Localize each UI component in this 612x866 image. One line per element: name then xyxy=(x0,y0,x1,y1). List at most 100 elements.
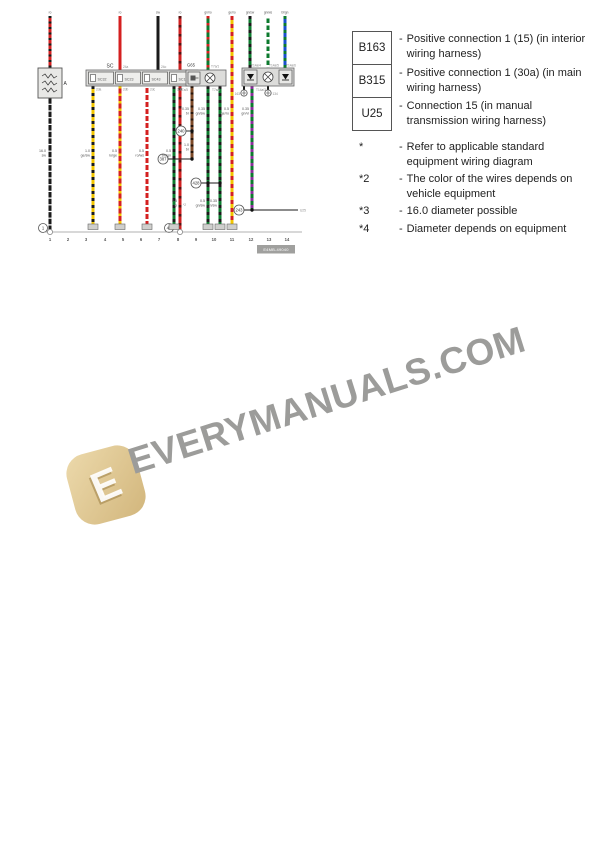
svg-text:br: br xyxy=(186,148,190,152)
note-row: *4 - Diameter depends on equipment xyxy=(352,222,590,237)
note-row: *2 - The color of the wires depends on v… xyxy=(352,172,590,201)
svg-text:10: 10 xyxy=(212,237,217,242)
g-block-label: G65 xyxy=(187,63,196,68)
node-240: 240 xyxy=(178,129,186,134)
svg-text:bl/gn: bl/gn xyxy=(282,11,289,15)
legend-dash: - xyxy=(399,100,403,112)
battery-component: A xyxy=(37,67,68,99)
connection-nodes: 240 387 428 243 1 44 xyxy=(38,125,245,233)
svg-text:0.35: 0.35 xyxy=(210,199,217,203)
legend-row-u25: U25 - Connection 15 (in manual transmiss… xyxy=(352,97,590,131)
note-row: *3 - 16.0 diameter possible xyxy=(352,204,590,219)
legend-dash: - xyxy=(399,33,403,45)
track-bar: 1 2 3 4 5 6 7 8 9 10 11 12 13 14 E4MB-49… xyxy=(44,228,302,254)
diagram-id: E4MB-49040 xyxy=(263,247,289,252)
node-243: 243 xyxy=(236,208,244,213)
note-desc: Refer to applicable standard equipment w… xyxy=(406,141,545,168)
svg-text:gn/sw: gn/sw xyxy=(246,11,255,15)
legend-dash: - xyxy=(399,67,403,79)
svg-text:2.5: 2.5 xyxy=(172,199,177,203)
note-dash: - xyxy=(399,222,403,235)
ground-label: 134 xyxy=(273,92,279,96)
track-numbers: 1 2 3 4 5 6 7 8 9 10 11 12 13 14 xyxy=(49,237,290,242)
r-pin-t3: T14a/6 xyxy=(286,64,296,68)
wire-gauge-labels: 16.0 sw 1.0 ge/sw 0.5 ro/ge 0.5 ro/ws 0.… xyxy=(39,107,249,208)
svg-text:sw/gn: sw/gn xyxy=(162,154,171,158)
g-pin-top: T7a/1 xyxy=(211,65,219,69)
legend-row-b163: B163 - Positive connection 1 (15) (in in… xyxy=(352,31,590,65)
plug-icon xyxy=(190,75,196,81)
svg-text:0.35: 0.35 xyxy=(198,107,205,111)
fuse-cells: SC32 SC23 SC43 SC13 xyxy=(88,71,195,85)
fuse-label: SC32 xyxy=(98,78,107,82)
fuse-label: SC13 xyxy=(179,78,188,82)
svg-text:ro: ro xyxy=(174,204,177,208)
svg-text:9: 9 xyxy=(195,237,198,242)
note-code: *3 xyxy=(359,205,370,218)
svg-text:13: 13 xyxy=(267,237,272,242)
fuse-pin: 2dc xyxy=(150,88,156,92)
lamp-block: T14a/4 T14a/5 T14a/6 163 T14a/3 134 xyxy=(235,64,296,97)
ground-point-1: 163 xyxy=(235,89,248,97)
ground-point-2: 134 xyxy=(264,89,279,97)
note-code: * xyxy=(359,141,364,153)
bulb-icon xyxy=(262,71,274,83)
junction-dots xyxy=(190,129,254,212)
svg-text:11: 11 xyxy=(230,237,235,242)
legend-row-b315: B315 - Positive connection 1 (30a) (in m… xyxy=(352,64,590,98)
svg-text:0.5: 0.5 xyxy=(112,149,117,153)
note-dash: - xyxy=(399,173,403,186)
pin-24o: 24o xyxy=(161,65,167,69)
svg-text:gn/ws: gn/ws xyxy=(264,11,273,15)
legend-desc: Connection 15 (in manual transmission wi… xyxy=(406,100,547,127)
fuse-label: SC23 xyxy=(125,78,134,82)
note-desc: Diameter depends on equipment xyxy=(406,222,567,235)
battery-label: A xyxy=(64,81,68,87)
terminals xyxy=(87,223,238,230)
note-dash: - xyxy=(399,205,403,218)
legend-code-box: B163 xyxy=(352,31,392,65)
svg-text:0.5: 0.5 xyxy=(139,149,144,153)
diode-icon xyxy=(282,74,289,81)
node-428: 428 xyxy=(193,181,201,186)
note-code: *2 xyxy=(359,173,370,186)
svg-text:2: 2 xyxy=(67,237,70,242)
svg-text:gn/sw: gn/sw xyxy=(208,204,218,208)
ground-label: 163 xyxy=(235,92,241,96)
bulb-icon xyxy=(204,72,216,84)
legend-panel: B163 - Positive connection 1 (15) (in in… xyxy=(352,31,590,239)
svg-text:6: 6 xyxy=(140,237,143,242)
node-1: 1 xyxy=(42,226,45,231)
g-pin-b2: T7a/3 xyxy=(212,88,220,92)
wiring-diagram: A SC 24a 24o SC32 SC23 SC43 SC13 2da 2db… xyxy=(37,11,306,254)
svg-text:8: 8 xyxy=(177,237,180,242)
svg-text:ge/sw: ge/sw xyxy=(81,154,91,158)
r-pin-t1: T14a/4 xyxy=(251,64,261,68)
svg-text:4: 4 xyxy=(104,237,107,242)
svg-text:ge/ro: ge/ro xyxy=(221,112,229,116)
svg-text:5: 5 xyxy=(122,237,125,242)
svg-text:gn/sw: gn/sw xyxy=(196,112,206,116)
legend-code-box: B315 xyxy=(352,64,392,98)
svg-text:gn/vi: gn/vi xyxy=(241,112,249,116)
svg-text:7: 7 xyxy=(158,237,161,242)
svg-text:0.35: 0.35 xyxy=(242,107,249,111)
legend-desc: Positive connection 1 (15) (in interior … xyxy=(406,33,586,60)
legend-notes: * - Refer to applicable standard equipme… xyxy=(352,140,590,236)
g-block: G65 T7a/1 T7a/5 T7a/3 xyxy=(180,63,227,92)
r-pin-b1: T14a/3 xyxy=(256,88,266,92)
svg-text:16.0: 16.0 xyxy=(39,149,46,153)
node-387: 387 xyxy=(160,157,168,162)
svg-text:12: 12 xyxy=(249,237,254,242)
legend-desc: Positive connection 1 (30a) (in main wir… xyxy=(406,67,582,94)
svg-text:ro/ws: ro/ws xyxy=(135,154,144,158)
svg-text:1.0: 1.0 xyxy=(85,149,90,153)
fuse-pin: 2da xyxy=(96,88,102,92)
svg-text:0.5: 0.5 xyxy=(200,199,205,203)
svg-text:ro: ro xyxy=(179,11,182,15)
svg-text:sw: sw xyxy=(156,11,161,15)
svg-text:gn/ro: gn/ro xyxy=(204,11,211,15)
note-code: *4 xyxy=(359,222,370,235)
svg-text:1: 1 xyxy=(49,237,52,242)
svg-text:br: br xyxy=(186,112,190,116)
